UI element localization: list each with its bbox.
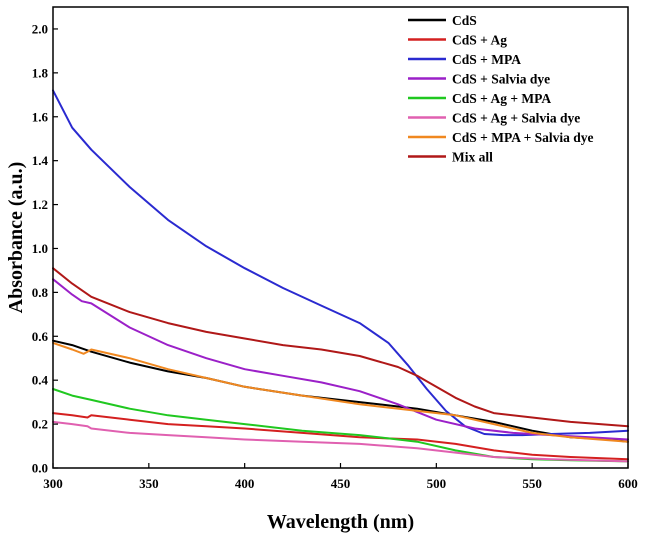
y-axis: 0.0 0.2 0.4 0.6 0.8 1.0 1.2 1.4 1.6 1.8 2.0 <box>32 21 58 476</box>
series-line-8 <box>52 267 629 428</box>
legend-label: CdS + Ag + Salvia dye <box>452 111 580 126</box>
series-line-1 <box>52 339 629 443</box>
y-tick-label: 1.4 <box>32 153 49 168</box>
series-line-3 <box>52 89 629 437</box>
x-tick-label: 500 <box>427 476 447 491</box>
series-line-6 <box>52 420 629 463</box>
y-tick-label: 0.0 <box>32 461 48 476</box>
legend: CdS CdS + Ag CdS + MPA CdS + Salvia dye CdS … <box>408 13 594 165</box>
legend-item: CdS + Ag + MPA <box>408 91 551 106</box>
legend-item: Mix all <box>408 150 493 165</box>
x-tick-label: 400 <box>235 476 255 491</box>
x-tick-label: 550 <box>522 476 542 491</box>
legend-label: CdS + Ag + MPA <box>452 91 551 106</box>
legend-item: CdS + MPA + Salvia dye <box>408 130 594 145</box>
legend-label: CdS + Ag <box>452 33 507 48</box>
x-tick-label: 350 <box>139 476 159 491</box>
y-tick-label: 0.2 <box>32 417 48 432</box>
legend-item: CdS + Ag + Salvia dye <box>408 111 580 126</box>
series-line-4 <box>52 278 629 441</box>
y-tick-label: 0.6 <box>32 329 49 344</box>
x-tick-label: 600 <box>618 476 638 491</box>
legend-label: CdS + Salvia dye <box>452 72 550 87</box>
y-tick-label: 1.2 <box>32 197 48 212</box>
x-tick-label: 450 <box>331 476 351 491</box>
legend-item: CdS + Ag <box>408 33 507 48</box>
y-axis-title: Absorbance (a.u.) <box>5 162 27 314</box>
series-line-2 <box>52 412 629 461</box>
y-tick-label: 1.6 <box>32 109 49 124</box>
legend-label: CdS <box>452 13 477 28</box>
plot-lines <box>52 89 629 463</box>
x-axis-title: Wavelength (nm) <box>267 511 414 533</box>
legend-item: CdS <box>408 13 477 28</box>
y-tick-label: 0.4 <box>32 373 49 388</box>
y-tick-label: 2.0 <box>32 21 48 36</box>
x-axis: 300 350 400 450 500 550 600 <box>43 463 638 491</box>
legend-label: CdS + MPA + Salvia dye <box>452 130 594 145</box>
y-tick-label: 1.8 <box>32 65 49 80</box>
series-line-7 <box>52 341 629 443</box>
y-tick-label: 1.0 <box>32 241 48 256</box>
legend-item: CdS + MPA <box>408 52 521 67</box>
y-tick-label: 0.8 <box>32 285 49 300</box>
legend-item: CdS + Salvia dye <box>408 72 550 87</box>
x-tick-label: 300 <box>43 476 63 491</box>
legend-label: Mix all <box>452 150 493 165</box>
legend-label: CdS + MPA <box>452 52 521 67</box>
